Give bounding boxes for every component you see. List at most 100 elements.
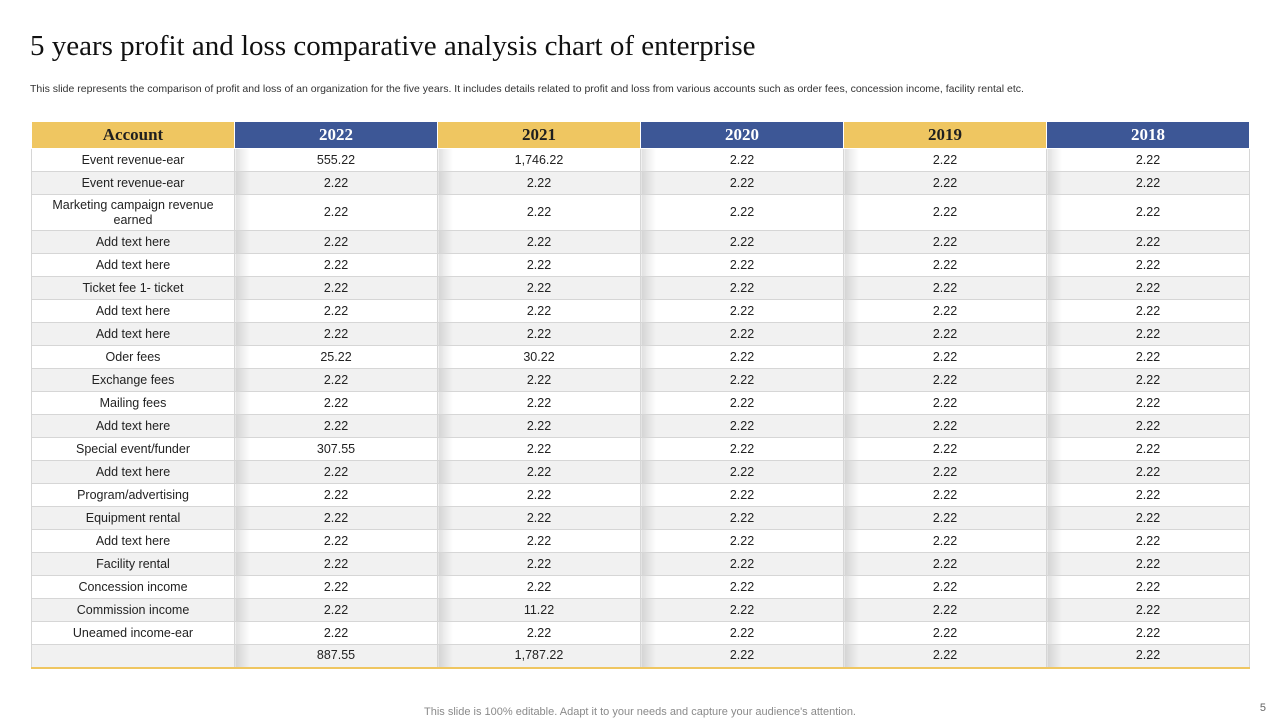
- account-cell: Add text here: [31, 414, 235, 438]
- account-cell: Oder fees: [31, 345, 235, 369]
- value-cell-2022: 25.22: [234, 345, 438, 369]
- value-cell-2022: 2.22: [234, 598, 438, 622]
- value-cell-2022: 2.22: [234, 230, 438, 254]
- value-cell-2019: 2.22: [843, 552, 1047, 576]
- account-cell: Mailing fees: [31, 391, 235, 415]
- account-cell: [31, 644, 235, 669]
- account-cell: Commission income: [31, 598, 235, 622]
- value-cell-2022: 307.55: [234, 437, 438, 461]
- value-cell-2022: 2.22: [234, 460, 438, 484]
- value-cell-2019: 2.22: [843, 171, 1047, 195]
- value-cell-2019: 2.22: [843, 230, 1047, 254]
- value-cell-2020: 2.22: [640, 148, 844, 172]
- total-row: 887.55 1,787.22 2.22 2.22 2.22: [31, 644, 1250, 669]
- value-cell-2021: 2.22: [437, 299, 641, 323]
- value-cell-2020: 2.22: [640, 414, 844, 438]
- table-row: Add text here 2.22 2.22 2.22 2.22 2.22: [31, 230, 1250, 254]
- value-cell-2019: 2.22: [843, 345, 1047, 369]
- header-2020: 2020: [640, 121, 844, 149]
- table-row: Ticket fee 1- ticket 2.22 2.22 2.22 2.22 2.22: [31, 276, 1250, 300]
- value-cell-2021: 2.22: [437, 253, 641, 277]
- value-cell-2019: 2.22: [843, 276, 1047, 300]
- table-row: Uneamed income-ear 2.22 2.22 2.22 2.22 2.22: [31, 621, 1250, 645]
- table-row: Equipment rental 2.22 2.22 2.22 2.22 2.22: [31, 506, 1250, 530]
- value-cell-2020: 2.22: [640, 299, 844, 323]
- value-cell-2020: 2.22: [640, 460, 844, 484]
- value-cell-2019: 2.22: [843, 644, 1047, 669]
- value-cell-2021: 1,746.22: [437, 148, 641, 172]
- value-cell-2022: 2.22: [234, 552, 438, 576]
- table-row: Add text here 2.22 2.22 2.22 2.22 2.22: [31, 529, 1250, 553]
- value-cell-2021: 30.22: [437, 345, 641, 369]
- value-cell-2019: 2.22: [843, 460, 1047, 484]
- value-cell-2021: 2.22: [437, 437, 641, 461]
- value-cell-2018: 2.22: [1046, 529, 1250, 553]
- value-cell-2018: 2.22: [1046, 171, 1250, 195]
- slide-subtitle: This slide represents the comparison of …: [30, 83, 1024, 95]
- value-cell-2018: 2.22: [1046, 598, 1250, 622]
- value-cell-2021: 2.22: [437, 483, 641, 507]
- value-cell-2020: 2.22: [640, 552, 844, 576]
- header-2019: 2019: [843, 121, 1047, 149]
- value-cell-2018: 2.22: [1046, 148, 1250, 172]
- value-cell-2020: 2.22: [640, 598, 844, 622]
- account-cell: Concession income: [31, 575, 235, 599]
- header-2018: 2018: [1046, 121, 1250, 149]
- value-cell-2022: 555.22: [234, 148, 438, 172]
- value-cell-2022: 2.22: [234, 299, 438, 323]
- header-2021: 2021: [437, 121, 641, 149]
- table-row: Concession income 2.22 2.22 2.22 2.22 2.22: [31, 575, 1250, 599]
- value-cell-2020: 2.22: [640, 253, 844, 277]
- value-cell-2018: 2.22: [1046, 345, 1250, 369]
- table-row: Mailing fees 2.22 2.22 2.22 2.22 2.22: [31, 391, 1250, 415]
- value-cell-2018: 2.22: [1046, 230, 1250, 254]
- account-cell: Marketing campaign revenue earned: [31, 194, 235, 231]
- value-cell-2021: 11.22: [437, 598, 641, 622]
- account-cell: Add text here: [31, 322, 235, 346]
- value-cell-2022: 2.22: [234, 276, 438, 300]
- value-cell-2022: 2.22: [234, 391, 438, 415]
- value-cell-2020: 2.22: [640, 276, 844, 300]
- table-row: Facility rental 2.22 2.22 2.22 2.22 2.22: [31, 552, 1250, 576]
- slide-footer: This slide is 100% editable. Adapt it to…: [424, 706, 856, 718]
- table-row: Oder fees 25.22 30.22 2.22 2.22 2.22: [31, 345, 1250, 369]
- profit-loss-table: Account 2022 2021 2020 2019 2018 Event r…: [31, 121, 1250, 669]
- value-cell-2021: 2.22: [437, 391, 641, 415]
- value-cell-2018: 2.22: [1046, 414, 1250, 438]
- value-cell-2022: 2.22: [234, 171, 438, 195]
- value-cell-2019: 2.22: [843, 506, 1047, 530]
- value-cell-2019: 2.22: [843, 529, 1047, 553]
- value-cell-2021: 2.22: [437, 322, 641, 346]
- value-cell-2020: 2.22: [640, 322, 844, 346]
- value-cell-2021: 2.22: [437, 621, 641, 645]
- value-cell-2019: 2.22: [843, 437, 1047, 461]
- value-cell-2020: 2.22: [640, 644, 844, 669]
- value-cell-2020: 2.22: [640, 194, 844, 231]
- value-cell-2021: 2.22: [437, 460, 641, 484]
- value-cell-2021: 2.22: [437, 368, 641, 392]
- table-row: Special event/funder 307.55 2.22 2.22 2.22 2.…: [31, 437, 1250, 461]
- value-cell-2020: 2.22: [640, 575, 844, 599]
- value-cell-2021: 2.22: [437, 575, 641, 599]
- value-cell-2018: 2.22: [1046, 299, 1250, 323]
- value-cell-2022: 2.22: [234, 506, 438, 530]
- value-cell-2022: 2.22: [234, 529, 438, 553]
- table-row: Add text here 2.22 2.22 2.22 2.22 2.22: [31, 414, 1250, 438]
- value-cell-2020: 2.22: [640, 506, 844, 530]
- account-cell: Equipment rental: [31, 506, 235, 530]
- value-cell-2020: 2.22: [640, 230, 844, 254]
- value-cell-2018: 2.22: [1046, 253, 1250, 277]
- value-cell-2019: 2.22: [843, 621, 1047, 645]
- table-header-row: Account 2022 2021 2020 2019 2018: [31, 121, 1250, 149]
- value-cell-2022: 2.22: [234, 322, 438, 346]
- value-cell-2019: 2.22: [843, 299, 1047, 323]
- table-row: Add text here 2.22 2.22 2.22 2.22 2.22: [31, 322, 1250, 346]
- value-cell-2022: 2.22: [234, 621, 438, 645]
- value-cell-2019: 2.22: [843, 391, 1047, 415]
- page-number: 5: [1259, 702, 1266, 714]
- value-cell-2018: 2.22: [1046, 391, 1250, 415]
- value-cell-2020: 2.22: [640, 529, 844, 553]
- value-cell-2018: 2.22: [1046, 276, 1250, 300]
- table-row: Event revenue-ear 2.22 2.22 2.22 2.22 2.22: [31, 171, 1250, 195]
- value-cell-2019: 2.22: [843, 598, 1047, 622]
